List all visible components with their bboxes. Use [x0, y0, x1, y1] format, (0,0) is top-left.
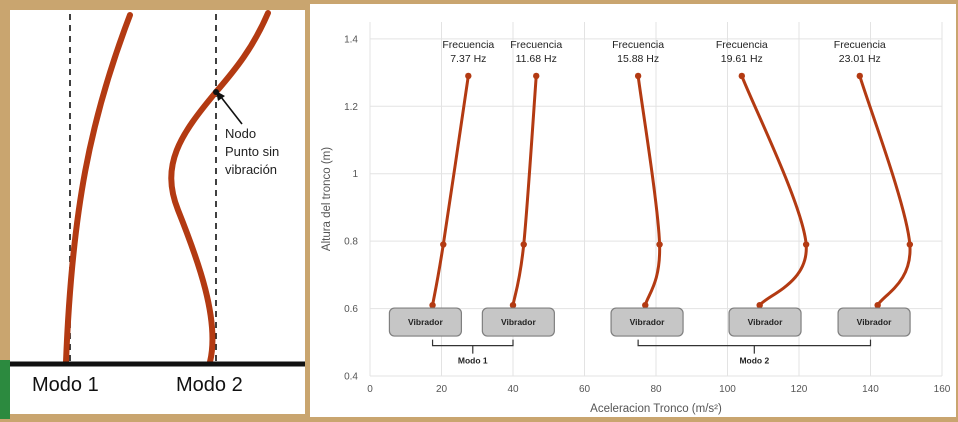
node-annotation-line2: Punto sin — [225, 144, 279, 159]
series-label: Frecuencia — [834, 39, 886, 51]
group-bracket-2 — [637, 339, 872, 354]
x-tick-label: 60 — [579, 384, 591, 395]
y-axis-title: Altura del tronco (m) — [321, 147, 333, 251]
series-line-3 — [636, 74, 662, 307]
x-tick-label: 160 — [934, 384, 951, 395]
y-tick-label: 0.6 — [344, 304, 358, 315]
left-edge-band — [0, 0, 10, 360]
series-line-2 — [511, 74, 538, 307]
x-tick-label: 0 — [367, 384, 373, 395]
series-point — [738, 72, 745, 80]
vibrator-label: Vibrador — [857, 317, 892, 327]
series-point — [906, 241, 914, 248]
group-label-2: Modo 2 — [739, 356, 769, 366]
series-point — [874, 302, 881, 309]
acceleration-chart-panel: 0 20 40 60 80 100 120 140 160 0.4 0.6 0.8 1 1.2 1.4 Fr… — [310, 4, 956, 417]
y-tick-label: 0.4 — [344, 372, 358, 383]
y-tick-label: 1.2 — [344, 102, 358, 113]
mode1-label: Modo 1 — [32, 374, 99, 396]
series-label: Frecuencia — [442, 39, 494, 51]
node-arrow-head — [216, 91, 225, 101]
series-label: Frecuencia — [510, 39, 562, 51]
node-arrow-line — [220, 96, 243, 125]
series-point — [520, 241, 527, 248]
x-tick-label: 80 — [650, 384, 662, 395]
x-tick-label: 40 — [507, 384, 519, 395]
vibrator-label: Vibrador — [408, 317, 443, 327]
series-label: 19.61 Hz — [721, 53, 763, 65]
vibrator-box — [388, 307, 463, 337]
series-label: 7.37 Hz — [450, 53, 486, 65]
series-line-1 — [431, 74, 470, 307]
series-point — [429, 302, 436, 309]
node-annotation-line1: Nodo — [225, 126, 256, 141]
series-point — [856, 72, 863, 80]
series-label: 15.88 Hz — [617, 53, 659, 65]
x-axis-title: Aceleracion Tronco (m/s²) — [590, 403, 722, 415]
series-point — [509, 302, 517, 309]
series-point — [756, 302, 763, 309]
series-point — [465, 72, 472, 80]
x-tick-label: 140 — [862, 384, 879, 395]
x-tick-label: 100 — [719, 384, 736, 395]
mode-shape-svg: Nodo Punto sin vibración Modo 1 Modo 2 — [10, 10, 305, 396]
group-label-1: Modo 1 — [458, 356, 488, 366]
series-line-4 — [740, 74, 808, 307]
vibrator-label: Vibrador — [630, 317, 665, 327]
vibrator-box — [728, 307, 802, 337]
series-point — [656, 241, 663, 248]
series-line-5 — [858, 74, 912, 307]
y-tick-label: 0.8 — [344, 237, 358, 248]
series-label: Frecuencia — [612, 39, 664, 51]
acceleration-chart: 0 20 40 60 80 100 120 140 160 0.4 0.6 0.8 1 1.2 1.4 Fr… — [321, 22, 951, 415]
series-label: 11.68 Hz — [516, 53, 557, 65]
series-point — [440, 241, 447, 248]
group-bracket-1 — [431, 339, 514, 354]
series-point — [802, 241, 810, 248]
node-annotation-line3: vibración — [225, 162, 277, 177]
x-tick-label: 20 — [436, 384, 448, 395]
mode2-shape-curve — [168, 10, 271, 365]
series-label: Frecuencia — [716, 39, 768, 51]
vibrator-label: Vibrador — [501, 317, 536, 327]
mode1-shape-curve — [63, 12, 133, 365]
vibrator-box — [481, 307, 555, 337]
y-tick-label: 1.4 — [344, 34, 358, 45]
series-point — [642, 302, 649, 309]
series-label: 23.01 Hz — [839, 53, 881, 65]
series-point — [533, 72, 540, 80]
mode-shape-diagram: Nodo Punto sin vibración Modo 1 Modo 2 — [10, 10, 305, 414]
x-tick-label: 120 — [791, 384, 808, 395]
y-tick-label: 1 — [352, 169, 358, 180]
vibrator-box — [610, 307, 684, 337]
mode2-label: Modo 2 — [176, 374, 243, 396]
vibrator-box — [837, 307, 911, 337]
vibrator-label: Vibrador — [748, 317, 783, 327]
series-point — [634, 72, 642, 80]
left-edge-accent — [0, 360, 10, 419]
